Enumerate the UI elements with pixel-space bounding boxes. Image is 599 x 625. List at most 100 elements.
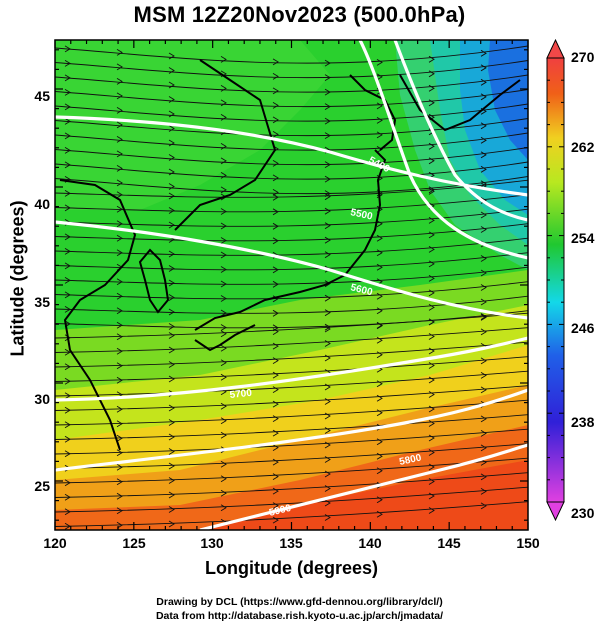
wind-arrow bbox=[324, 427, 331, 434]
wind-arrow bbox=[116, 278, 123, 286]
wind-arrow bbox=[428, 231, 435, 239]
wind-arrow bbox=[116, 121, 123, 129]
wind-arrow bbox=[220, 222, 227, 230]
wind-arrow bbox=[428, 245, 435, 253]
wind-arrow bbox=[376, 220, 383, 228]
wind-arrow bbox=[168, 125, 175, 132]
wind-arrow bbox=[428, 333, 435, 340]
wind-arrow bbox=[168, 52, 175, 60]
wind-streamlines bbox=[55, 45, 528, 530]
wind-arrow bbox=[428, 405, 435, 413]
wind-arrow bbox=[480, 269, 487, 277]
wind-arrow bbox=[168, 279, 175, 287]
streamline bbox=[55, 414, 528, 440]
wind-arrow bbox=[116, 376, 123, 384]
wind-arrow bbox=[428, 420, 435, 427]
wind-arrow bbox=[428, 274, 435, 282]
wind-arrow bbox=[272, 131, 279, 138]
wind-arrow bbox=[376, 380, 383, 388]
y-tick-label: 45 bbox=[34, 88, 50, 104]
wind-arrow bbox=[64, 522, 71, 530]
wind-arrow bbox=[168, 346, 175, 354]
wind-arrow bbox=[272, 208, 279, 216]
wind-arrow bbox=[116, 63, 123, 71]
wind-arrow bbox=[324, 470, 331, 478]
wind-arrow bbox=[116, 48, 123, 56]
streamline bbox=[55, 74, 528, 93]
wind-arrow bbox=[324, 161, 331, 168]
wind-arrow bbox=[116, 434, 123, 442]
wind-arrow bbox=[272, 280, 279, 288]
wind-arrow bbox=[428, 142, 435, 150]
wind-arrow bbox=[480, 284, 487, 291]
wind-arrow bbox=[116, 106, 123, 114]
credit-data-source: Data from http://database.rish.kyoto-u.a… bbox=[155, 610, 444, 622]
wind-arrow bbox=[428, 187, 435, 195]
wind-arrow bbox=[428, 99, 435, 107]
wind-arrow bbox=[220, 373, 227, 381]
wind-arrow bbox=[64, 435, 71, 443]
wind-arrow bbox=[220, 475, 227, 483]
colorbar-tick-label: 262 bbox=[571, 139, 595, 155]
wind-arrow bbox=[428, 216, 435, 224]
wind-arrow bbox=[480, 49, 487, 57]
wind-arrow bbox=[116, 405, 123, 413]
wind-arrow bbox=[272, 429, 279, 437]
wind-arrow bbox=[64, 132, 71, 140]
contour-label-5: 5800 bbox=[398, 452, 422, 467]
wind-arrow bbox=[168, 419, 175, 426]
wind-arrow bbox=[220, 237, 227, 244]
wind-arrow bbox=[168, 183, 175, 190]
wind-arrow bbox=[116, 92, 123, 100]
wind-arrow bbox=[272, 309, 279, 317]
wind-arrow bbox=[428, 347, 435, 355]
wind-arrow bbox=[480, 444, 487, 452]
wind-arrow bbox=[324, 207, 331, 215]
wind-arrow bbox=[64, 161, 71, 169]
wind-arrow bbox=[168, 323, 175, 330]
wind-arrow bbox=[480, 136, 487, 144]
streamline bbox=[55, 341, 528, 368]
wind-arrow bbox=[168, 404, 175, 412]
wind-arrow bbox=[324, 103, 331, 110]
streamline bbox=[55, 89, 528, 108]
wind-arrow bbox=[324, 412, 331, 420]
wind-arrow bbox=[168, 361, 175, 368]
wind-arrow bbox=[116, 191, 123, 199]
streamline bbox=[55, 252, 528, 271]
streamline bbox=[55, 327, 528, 353]
x-tick-label: 150 bbox=[516, 535, 540, 551]
wind-arrow bbox=[168, 192, 175, 200]
wind-arrow bbox=[428, 434, 435, 442]
wind-arrow bbox=[220, 172, 227, 179]
wind-arrow bbox=[168, 462, 175, 470]
wind-arrow bbox=[428, 157, 435, 165]
wind-arrow bbox=[376, 452, 383, 460]
wind-arrow bbox=[428, 70, 435, 78]
wind-arrow bbox=[272, 458, 279, 466]
wind-arrow bbox=[64, 392, 71, 400]
y-tick-label: 30 bbox=[34, 391, 50, 407]
wind-arrow bbox=[428, 84, 435, 92]
wind-arrow bbox=[220, 266, 227, 273]
credit-drawing: Drawing by DCL (https://www.gfd-dennou.o… bbox=[156, 596, 443, 608]
wind-arrow bbox=[272, 189, 279, 196]
wind-arrow bbox=[480, 122, 487, 130]
wind-arrow bbox=[64, 89, 71, 96]
wind-arrow bbox=[220, 431, 227, 439]
wind-arrow bbox=[376, 234, 383, 242]
wind-arrow bbox=[272, 73, 279, 80]
wind-arrow bbox=[116, 321, 123, 329]
wind-arrow bbox=[324, 88, 331, 96]
wind-arrow bbox=[116, 463, 123, 471]
wind-arrow bbox=[168, 520, 175, 528]
wind-arrow bbox=[272, 193, 279, 201]
wind-arrow bbox=[220, 251, 227, 259]
axis-tick-marks bbox=[54, 40, 529, 530]
wind-arrow bbox=[376, 249, 383, 257]
streamline bbox=[55, 399, 528, 426]
wind-arrow bbox=[480, 226, 487, 233]
wind-arrow bbox=[168, 168, 175, 176]
wind-arrow bbox=[116, 347, 123, 355]
contour-label-2: 5500 bbox=[349, 207, 373, 222]
